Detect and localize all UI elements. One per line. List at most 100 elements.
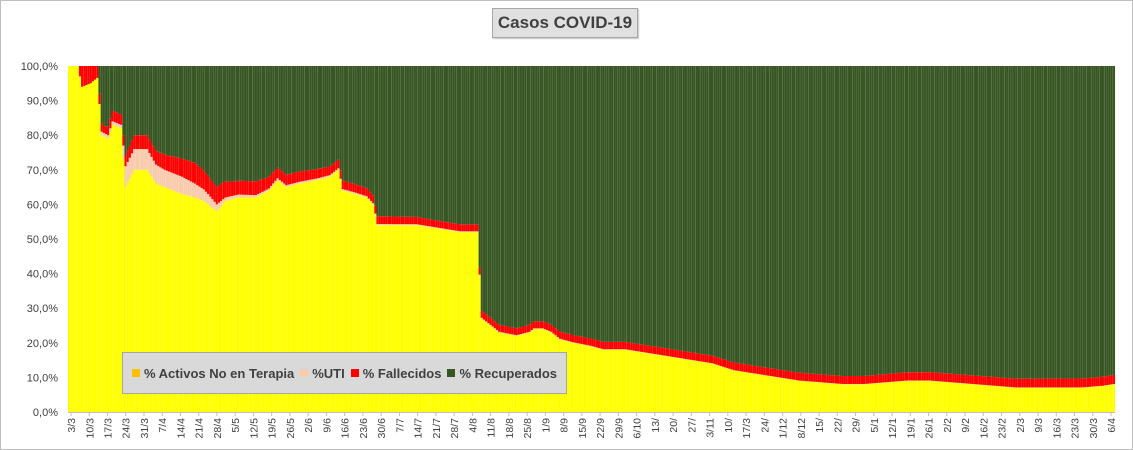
bar-activos	[130, 174, 134, 413]
bar-stack	[448, 66, 451, 412]
bar-uti	[339, 178, 342, 181]
bar-activos	[624, 349, 627, 412]
bar-recuperados	[773, 66, 777, 369]
bar-stack	[1080, 66, 1083, 412]
bar-fallecidos	[600, 341, 603, 349]
bar-recuperados	[202, 66, 205, 171]
bar-recuperados	[793, 66, 796, 373]
bar-recuperados	[1080, 66, 1083, 379]
bar-fallecidos	[309, 170, 312, 180]
bar-stack	[1073, 66, 1076, 412]
bar-uti	[489, 324, 492, 326]
bar-activos	[289, 185, 292, 412]
bar-uti	[126, 162, 129, 183]
x-tick-label: 2/3	[1015, 418, 1027, 433]
bar-fallecidos	[821, 374, 824, 383]
bar-recuperados	[424, 66, 427, 219]
bar-uti	[428, 226, 431, 228]
bar-fallecidos	[634, 343, 638, 351]
bar-stack	[324, 66, 327, 412]
bar-stack	[109, 66, 112, 413]
bar-activos	[843, 384, 846, 412]
bar-stack	[415, 66, 418, 412]
bar-recuperados	[1012, 66, 1016, 379]
bar-stack	[724, 66, 727, 412]
bar-fallecidos	[165, 155, 168, 171]
bar-uti	[491, 326, 494, 328]
bar-recuperados	[674, 66, 677, 350]
bar-stack	[1008, 66, 1011, 412]
bar-recuperados	[619, 66, 622, 342]
bar-uti	[537, 328, 540, 329]
bar-recuperados	[980, 66, 983, 377]
bar-fallecidos	[978, 375, 981, 385]
bar-stack	[730, 66, 733, 412]
bar-fallecidos	[385, 216, 388, 225]
bar-recuperados	[239, 66, 242, 181]
bar-stack	[943, 66, 946, 412]
bar-fallecidos	[369, 192, 373, 201]
bar-activos	[667, 356, 670, 412]
bar-stack	[211, 66, 214, 412]
bar-fallecidos	[589, 338, 592, 346]
bar-stack	[839, 66, 842, 412]
bar-activos	[72, 66, 75, 412]
bar-stack	[202, 66, 205, 412]
bar-stack	[982, 66, 985, 412]
bar-recuperados	[678, 66, 681, 351]
bar-stack	[739, 66, 742, 412]
bar-activos	[771, 376, 775, 412]
bar-recuperados	[771, 66, 775, 369]
bar-recuperados	[521, 66, 525, 327]
bar-activos	[293, 184, 297, 412]
bar-stack	[215, 66, 218, 412]
bar-uti	[254, 195, 258, 198]
bar-fallecidos	[971, 375, 974, 384]
bar-activos	[467, 232, 470, 412]
bar-recuperados	[611, 66, 614, 342]
bar-recuperados	[193, 66, 197, 163]
bar-fallecidos	[856, 375, 859, 384]
bar-fallecidos	[793, 372, 796, 380]
bar-activos	[317, 179, 321, 412]
bar-fallecidos	[361, 186, 364, 195]
bar-recuperados	[502, 66, 505, 326]
bar-recuperados	[1045, 66, 1048, 379]
bar-recuperados	[415, 66, 418, 217]
bar-stack	[826, 66, 829, 412]
bar-recuperados	[454, 66, 457, 224]
bar-activos	[802, 381, 805, 412]
bar-fallecidos	[291, 173, 294, 184]
bar-fallecidos	[819, 374, 822, 383]
bar-fallecidos	[854, 375, 857, 384]
bar-recuperados	[965, 66, 968, 375]
bar-recuperados	[406, 66, 410, 217]
legend-label-activos: % Activos No en Terapia	[143, 365, 295, 381]
bar-recuperados	[1078, 66, 1081, 379]
bar-fallecidos	[704, 354, 707, 363]
x-tick-label: 7/7	[394, 418, 406, 433]
bar-fallecidos	[322, 167, 325, 177]
bar-activos	[652, 354, 655, 412]
bar-recuperados	[191, 66, 195, 163]
bar-recuperados	[133, 66, 136, 136]
bar-fallecidos	[593, 339, 596, 347]
bar-recuperados	[144, 66, 147, 136]
x-tick-label: 5/1	[869, 418, 881, 433]
bar-uti	[204, 191, 208, 203]
bar-recuperados	[478, 66, 481, 268]
bar-activos	[191, 196, 195, 412]
bar-uti	[617, 349, 620, 350]
bar-stack	[209, 66, 212, 412]
bar-stack	[265, 66, 268, 412]
bar-activos	[574, 343, 577, 412]
bar-stack	[621, 66, 625, 412]
legend-label-recuperados: % Recuperados	[459, 365, 557, 381]
bar-recuperados	[895, 66, 898, 374]
bar-activos	[439, 228, 442, 412]
bar-stack	[115, 66, 119, 413]
bar-stack	[960, 66, 963, 412]
bar-stack	[619, 66, 622, 412]
bar-recuperados	[652, 66, 655, 347]
bar-activos	[910, 380, 914, 412]
